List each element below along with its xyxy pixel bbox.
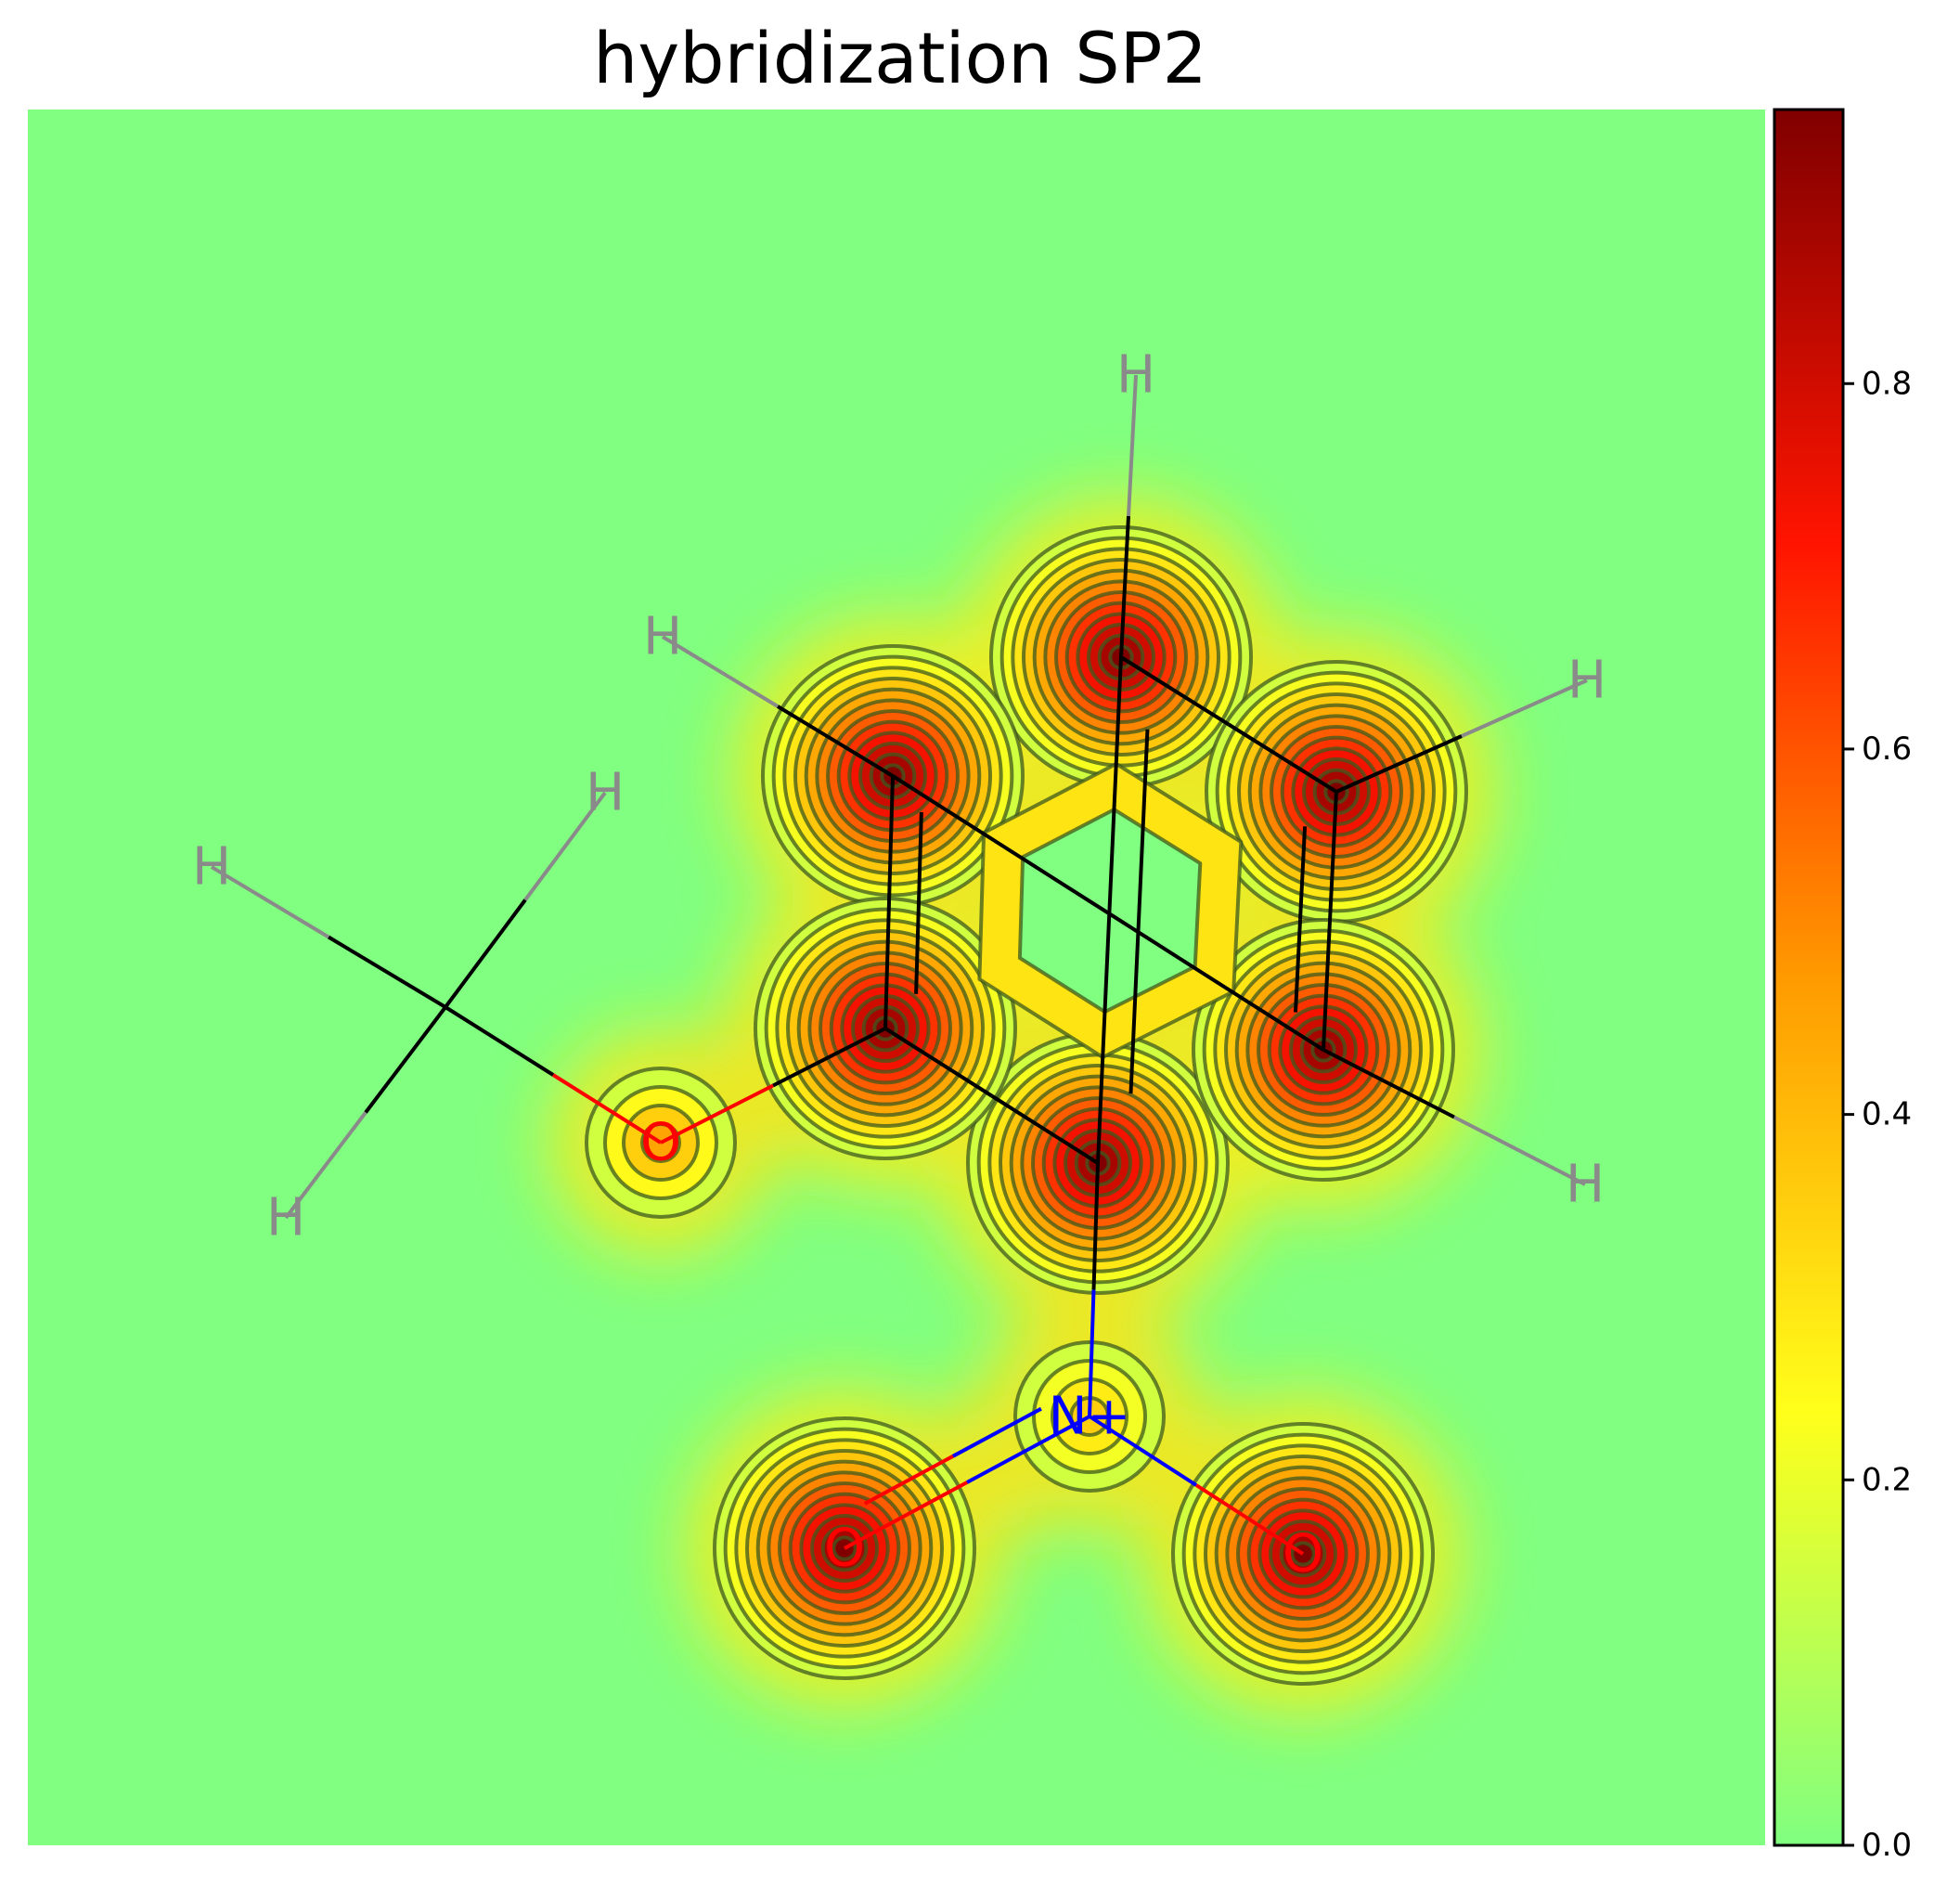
atom-label-h4: H	[643, 607, 682, 667]
colorbar-tick-label: 0.0	[1862, 1827, 1912, 1864]
bond-line	[284, 1111, 368, 1220]
bond-line	[1298, 826, 1308, 920]
bond-line	[327, 935, 447, 1009]
atom-label-o1: O	[640, 1113, 681, 1173]
bond-line	[364, 1005, 447, 1114]
bond-line	[1194, 1483, 1305, 1556]
bond-line	[1096, 910, 1112, 1164]
atom-label-h5: H	[192, 837, 231, 898]
bond-line	[914, 902, 921, 994]
bond-line	[661, 635, 780, 708]
bond-line	[772, 1027, 886, 1088]
atom-label-o2: O	[824, 1519, 865, 1579]
bond-line	[1127, 374, 1138, 517]
colorbar-gradient	[1773, 108, 1845, 1847]
colorbar-tick-label: 0.2	[1862, 1461, 1912, 1498]
atom-label-n1: N+	[1049, 1387, 1131, 1447]
bond-line	[1294, 919, 1303, 1013]
density-peak-c6	[754, 897, 1017, 1160]
bond-line	[1322, 1048, 1455, 1119]
bond-line	[1088, 1415, 1198, 1487]
atom-label-h2: H	[1566, 1155, 1605, 1215]
bond-line	[551, 1073, 663, 1144]
bond-line	[891, 774, 1110, 915]
bond-line	[1328, 791, 1338, 922]
colorbar-tick-label: 0.4	[1862, 1096, 1912, 1133]
colorbar-tick-label: 0.6	[1862, 731, 1912, 768]
colorbar: 0.0 0.2 0.4 0.6 0.8	[1773, 108, 1912, 1864]
bond-line	[444, 1005, 555, 1077]
bond-line	[990, 1093, 1100, 1165]
bonds	[210, 374, 1588, 1556]
bond-line	[916, 811, 923, 903]
bond-line	[523, 791, 607, 901]
bond-line	[1227, 722, 1338, 794]
bond-line	[1106, 911, 1325, 1052]
bond-line	[863, 1455, 954, 1506]
bond-line	[1461, 679, 1588, 738]
bond-line	[883, 1027, 993, 1098]
bond-line	[1128, 911, 1141, 1094]
bond-line	[1088, 1289, 1096, 1417]
bond-line	[1335, 734, 1463, 794]
atom-label-h6: H	[586, 763, 625, 823]
bond-line	[660, 1083, 774, 1144]
bond-line	[951, 1406, 1042, 1458]
bond-line	[1119, 655, 1231, 727]
chart-title: hybridization SP2	[593, 17, 1207, 99]
bond-line	[210, 865, 330, 939]
atom-label-h1: H	[1116, 345, 1155, 406]
bond-line	[776, 705, 895, 778]
atom-label-h3: H	[1567, 651, 1606, 711]
atom-label-h7: H	[266, 1188, 305, 1248]
bond-line	[1322, 920, 1332, 1051]
plot-area: O N+ O O H H H H H H H	[28, 110, 1765, 1845]
atom-labels: O N+ O O H H H H H H H	[192, 345, 1606, 1584]
bond-line	[1119, 515, 1130, 658]
density-peak-o3	[1171, 1422, 1435, 1686]
bond-line	[1091, 1162, 1100, 1290]
bond-line	[844, 1481, 968, 1550]
bond-line	[444, 899, 527, 1009]
bond-line	[1137, 729, 1150, 912]
bond-line	[883, 901, 891, 1029]
atom-label-o3: O	[1283, 1524, 1323, 1584]
bond-line	[1453, 1115, 1586, 1186]
bond-line	[966, 1415, 1090, 1484]
colorbar-tick-label: 0.8	[1862, 365, 1912, 402]
bond-line	[887, 775, 895, 903]
bond-line	[1107, 656, 1123, 911]
